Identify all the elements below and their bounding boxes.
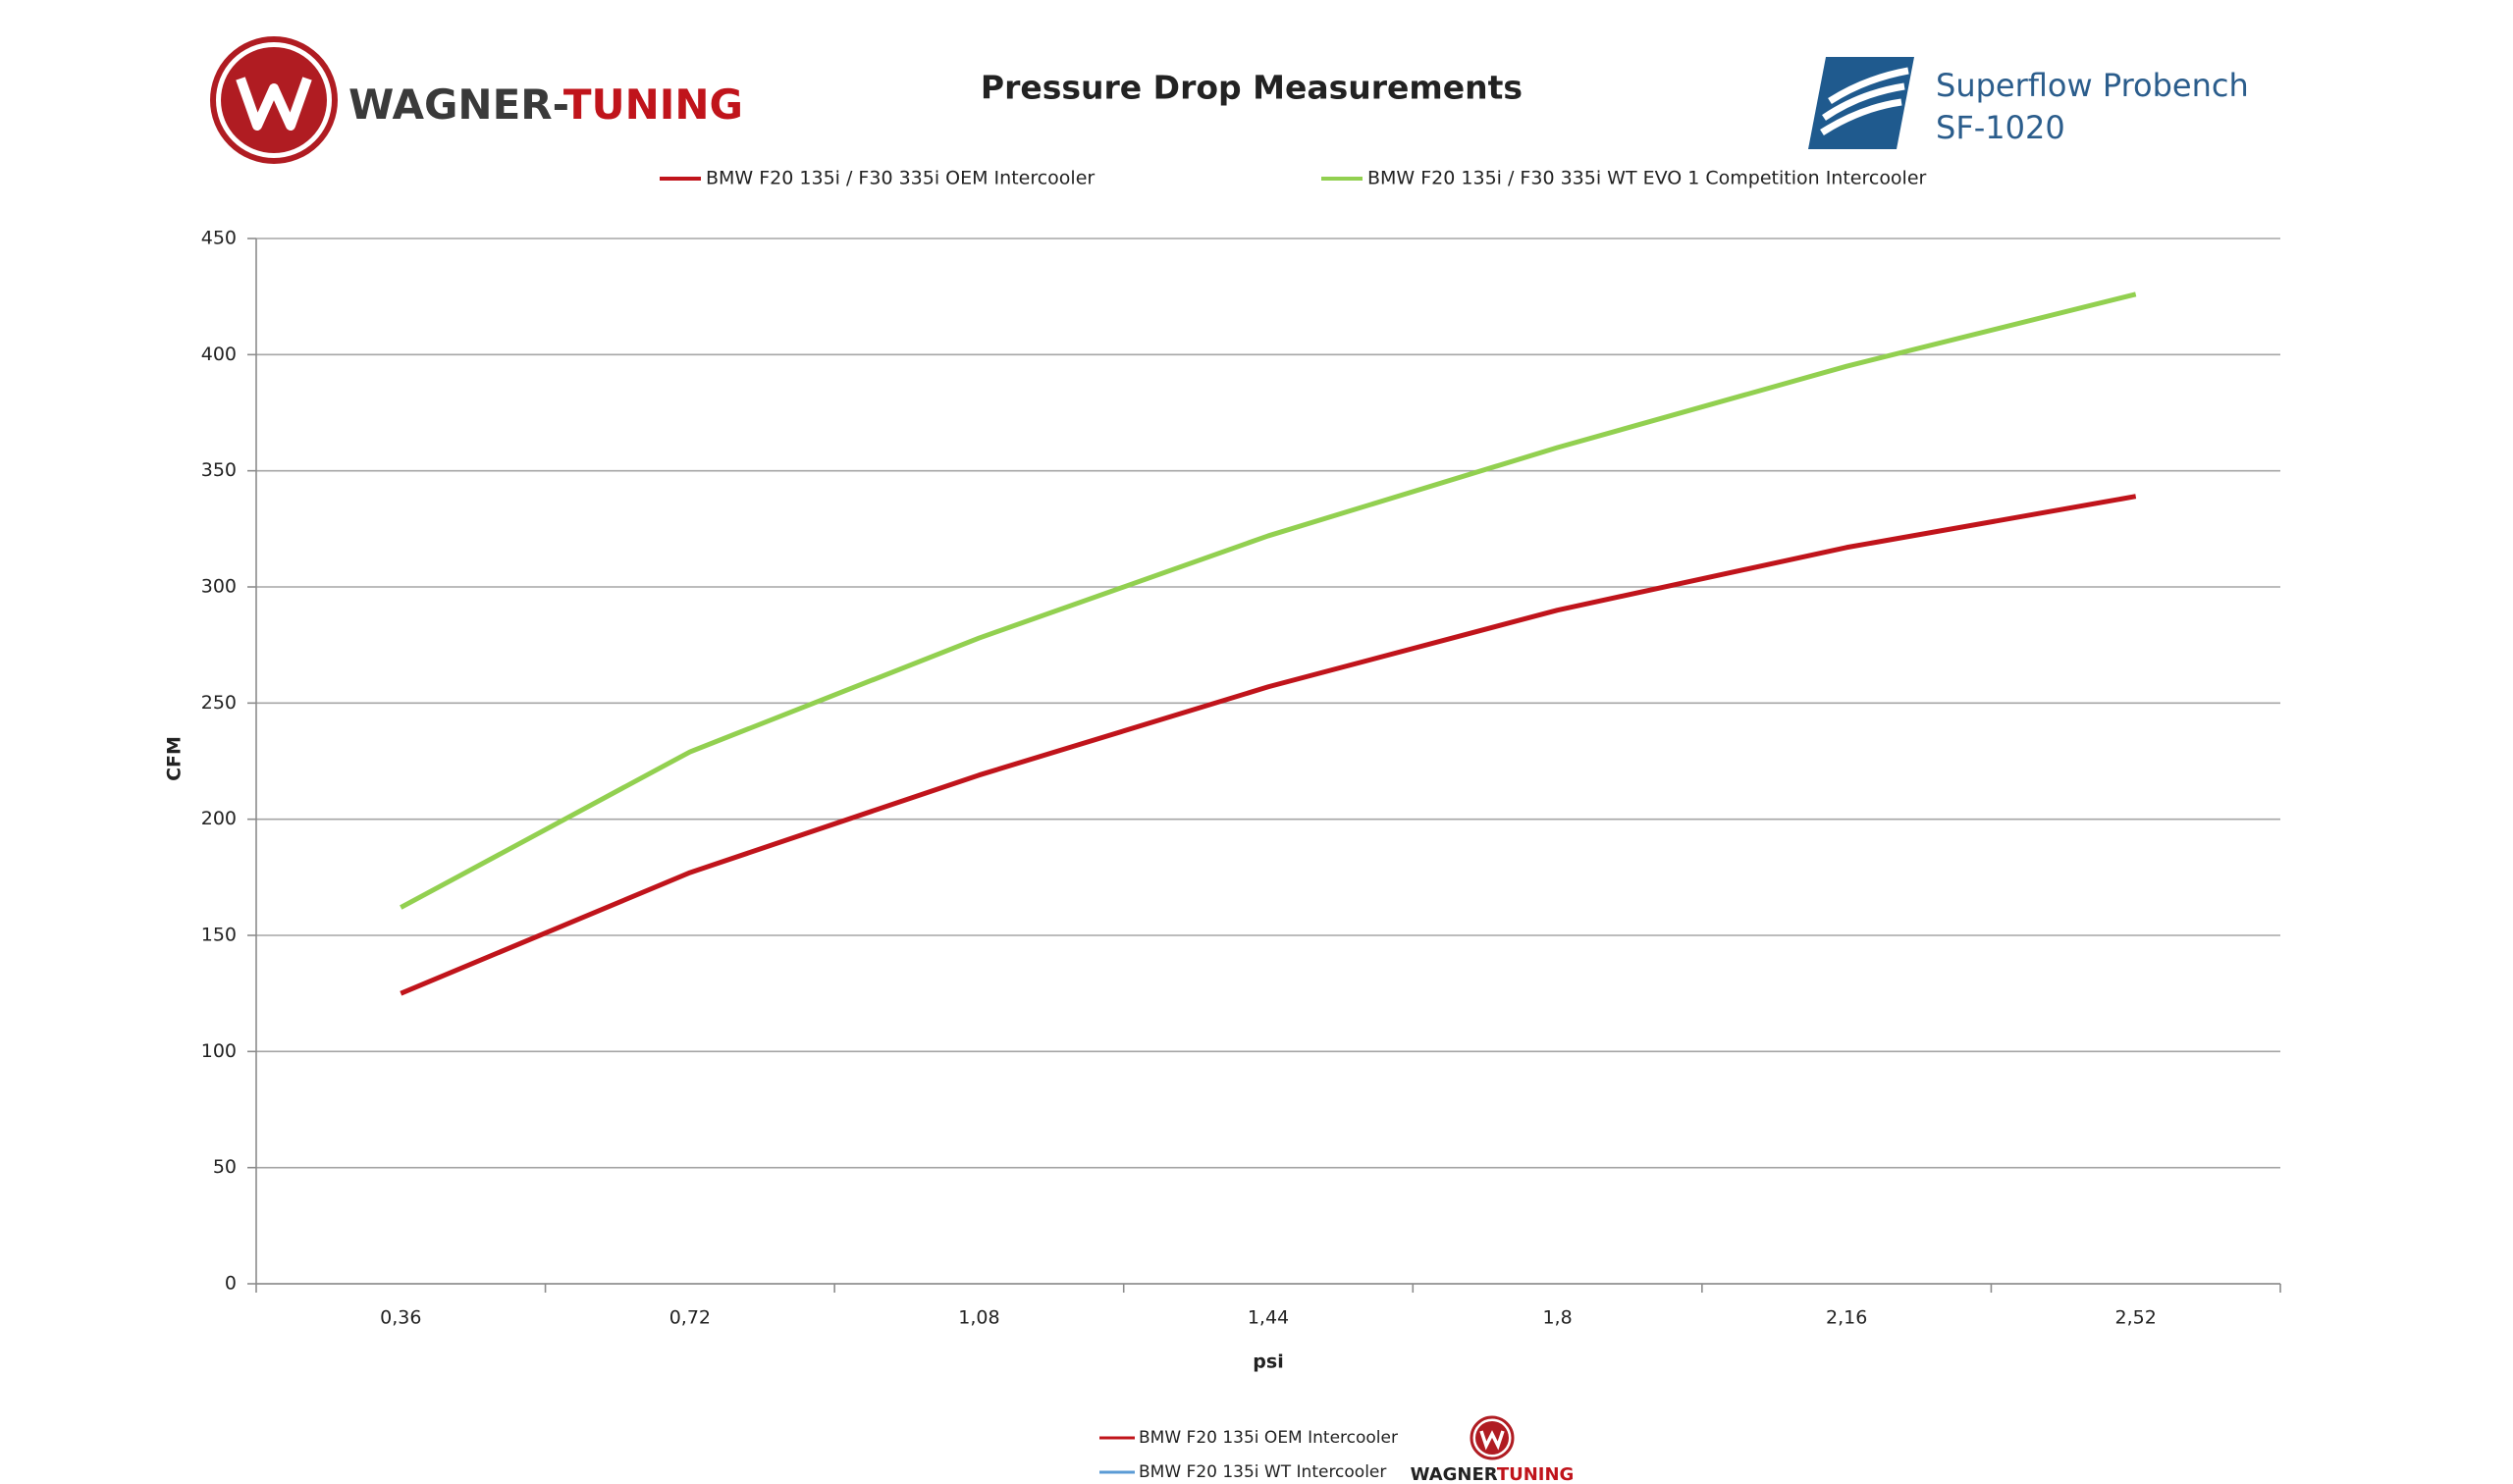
series-line <box>400 292 2137 910</box>
y-tick-label: 50 <box>213 1156 237 1178</box>
logo-text: Superflow Probench <box>1936 67 2249 104</box>
y-tick-label: 200 <box>201 808 237 829</box>
footer-logo: WAGNERTUNING <box>1411 1415 1575 1484</box>
y-tick-label: 400 <box>201 344 237 365</box>
x-tick-label: 2,52 <box>2115 1307 2157 1329</box>
y-tick-label: 0 <box>225 1273 237 1295</box>
x-tick-label: 2,16 <box>1826 1307 1867 1329</box>
x-tick-label: 0,36 <box>380 1307 421 1329</box>
logo-text: SF-1020 <box>1936 109 2065 146</box>
x-tick-label: 1,08 <box>958 1307 999 1329</box>
x-tick-label: 1,44 <box>1248 1307 1289 1329</box>
svg-text:WAGNERTUNING: WAGNERTUNING <box>1411 1464 1575 1484</box>
legend-label: BMW F20 135i / F30 335i OEM Intercooler <box>706 168 1095 189</box>
y-tick-label: 100 <box>201 1040 237 1062</box>
legend-label: BMW F20 135i OEM Intercooler <box>1139 1428 1398 1448</box>
logo-text: WAGNER <box>1411 1464 1498 1484</box>
x-tick-label: 1,8 <box>1542 1307 1572 1329</box>
legend-label: BMW F20 135i / F30 335i WT EVO 1 Competi… <box>1367 168 1927 189</box>
chart-title: Pressure Drop Measurements <box>981 69 1523 107</box>
x-axis-label: psi <box>1253 1352 1283 1373</box>
legend-label: BMW F20 135i WT Intercooler <box>1139 1462 1386 1482</box>
x-tick-label: 0,72 <box>669 1307 711 1329</box>
logo-text: TUNING <box>1497 1464 1575 1484</box>
y-tick-label: 250 <box>201 692 237 714</box>
y-tick-label: 150 <box>201 925 237 946</box>
superflow-logo: Superflow Probench SF-1020 <box>1808 57 2249 149</box>
y-tick-label: 300 <box>201 576 237 598</box>
y-tick-label: 450 <box>201 228 237 249</box>
y-axis-label: CFM <box>164 736 186 781</box>
logo-text: TUNING <box>563 80 743 129</box>
wagner-logo: WAGNER-TUNING <box>210 36 743 164</box>
logo-text: WAGNER- <box>348 80 568 129</box>
y-tick-label: 350 <box>201 459 237 481</box>
series-line <box>400 494 2137 996</box>
svg-text:WAGNER-TUNING: WAGNER-TUNING <box>348 80 743 129</box>
